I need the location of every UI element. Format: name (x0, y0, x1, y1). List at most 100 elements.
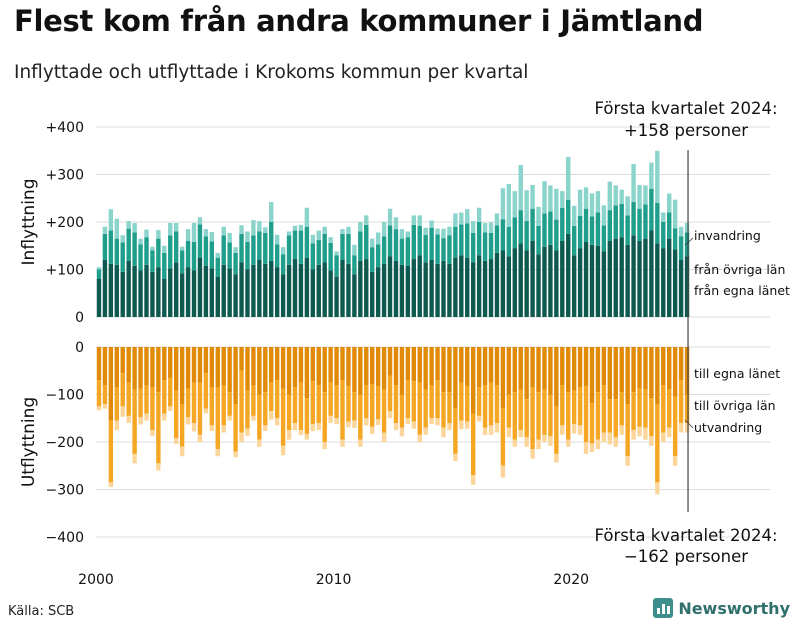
bar-outflow-0 (423, 347, 428, 390)
bar-outflow-2 (138, 417, 143, 425)
bar-inflow-0 (138, 270, 143, 317)
bar-inflow-0 (470, 262, 476, 318)
y-tick-label: +200 (46, 215, 84, 231)
bar-inflow-2 (96, 267, 102, 270)
bar-outflow-0 (649, 347, 654, 399)
bar-inflow-2 (482, 222, 488, 233)
bar-inflow-2 (583, 187, 589, 209)
bar-outflow-0 (476, 347, 482, 388)
bar-outflow-0 (251, 347, 256, 385)
bar-outflow-0 (310, 347, 316, 382)
bar-inflow-1 (465, 223, 470, 258)
bar-outflow-0 (684, 347, 690, 395)
bar-inflow-2 (179, 246, 185, 251)
bar-inflow-1 (274, 244, 280, 268)
bar-inflow-2 (197, 217, 203, 225)
bar-outflow-1 (274, 380, 280, 419)
bar-inflow-0 (310, 269, 316, 317)
bar-outflow-2 (465, 421, 470, 429)
bar-inflow-2 (589, 193, 595, 217)
bar-outflow-2 (399, 427, 405, 437)
bar-outflow-0 (536, 347, 541, 393)
bar-inflow-0 (370, 271, 375, 318)
bar-outflow-1 (601, 385, 607, 433)
bar-outflow-0 (322, 347, 327, 393)
bar-outflow-2 (518, 430, 523, 438)
bar-outflow-2 (441, 427, 446, 438)
bar-outflow-2 (96, 406, 102, 411)
bar-outflow-0 (364, 347, 369, 385)
bar-inflow-2 (518, 165, 523, 211)
bar-outflow-1 (643, 389, 648, 428)
bar-inflow-1 (221, 235, 226, 265)
bar-outflow-1 (328, 382, 333, 416)
bar-inflow-0 (168, 268, 173, 317)
bar-outflow-0 (554, 347, 559, 407)
bar-outflow-1 (221, 385, 226, 426)
bar-outflow-2 (643, 427, 648, 440)
bar-outflow-0 (506, 347, 512, 395)
bar-inflow-1 (286, 235, 292, 265)
bar-inflow-2 (601, 205, 607, 226)
bar-outflow-0 (304, 347, 310, 399)
bar-outflow-0 (494, 347, 500, 385)
bar-inflow-0 (536, 254, 541, 317)
bar-inflow-1 (560, 207, 565, 241)
bar-inflow-2 (280, 247, 286, 255)
bar-outflow-1 (405, 380, 411, 419)
bar-inflow-0 (577, 248, 583, 318)
bar-outflow-2 (340, 439, 345, 447)
bar-outflow-2 (221, 425, 226, 433)
bar-inflow-0 (488, 259, 494, 317)
bar-outflow-0 (447, 347, 452, 393)
bar-inflow-1 (684, 232, 690, 257)
bar-outflow-1 (613, 399, 618, 438)
bar-inflow-0 (524, 250, 529, 317)
y-tick-label: −400 (46, 530, 84, 546)
bar-outflow-1 (429, 385, 434, 419)
bar-outflow-1 (607, 399, 613, 433)
y-axis-title-utflyttning: Utflyttning (19, 397, 39, 487)
bar-inflow-1 (583, 208, 589, 242)
bar-outflow-2 (197, 434, 203, 443)
bar-outflow-0 (280, 347, 286, 389)
bar-inflow-0 (601, 251, 607, 317)
bar-inflow-2 (672, 199, 678, 229)
bar-inflow-2 (649, 162, 654, 189)
bar-outflow-1 (280, 388, 286, 446)
bar-inflow-1 (554, 219, 559, 251)
bar-outflow-0 (233, 347, 238, 404)
bar-inflow-1 (126, 228, 131, 261)
bar-inflow-1 (197, 224, 203, 258)
bar-outflow-1 (150, 387, 155, 431)
bar-outflow-2 (530, 449, 535, 459)
bar-outflow-1 (132, 389, 137, 454)
bar-inflow-2 (613, 185, 618, 206)
bar-inflow-0 (358, 260, 363, 317)
bar-outflow-2 (370, 426, 375, 434)
bar-outflow-0 (619, 347, 624, 393)
bar-inflow-2 (447, 226, 452, 236)
bar-inflow-2 (304, 207, 310, 227)
bar-inflow-0 (257, 260, 262, 317)
bar-outflow-2 (179, 446, 185, 457)
bar-inflow-1 (156, 238, 161, 268)
bar-inflow-2 (411, 215, 416, 225)
bar-outflow-2 (577, 425, 583, 435)
bar-inflow-1 (589, 216, 595, 245)
bar-outflow-1 (399, 394, 405, 428)
bar-inflow-1 (470, 232, 476, 263)
bar-inflow-0 (251, 264, 256, 317)
bar-inflow-2 (227, 232, 232, 243)
bar-inflow-0 (215, 276, 220, 318)
x-tick-label: 2000 (78, 572, 114, 588)
bar-outflow-2 (429, 418, 434, 424)
bar-outflow-1 (684, 394, 690, 423)
y-tick-label: −300 (46, 483, 84, 499)
bar-inflow-0 (417, 255, 422, 317)
bar-inflow-1 (263, 232, 268, 264)
bar-outflow-2 (304, 433, 310, 440)
bar-inflow-2 (465, 209, 470, 224)
bar-inflow-1 (447, 235, 452, 264)
bar-inflow-0 (274, 267, 280, 318)
